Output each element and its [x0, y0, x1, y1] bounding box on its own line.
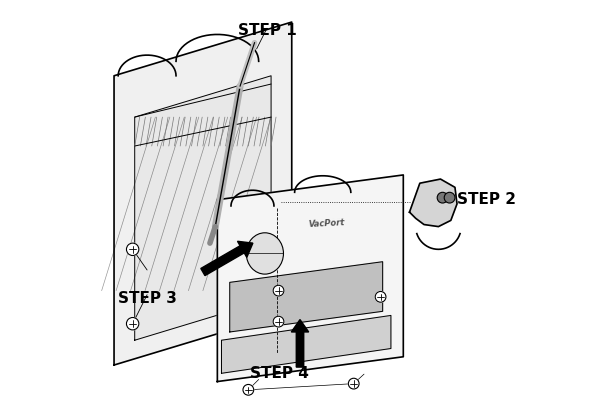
Ellipse shape: [246, 233, 283, 274]
Polygon shape: [230, 262, 383, 332]
Circle shape: [444, 192, 455, 203]
Polygon shape: [221, 315, 391, 373]
Text: STEP 2: STEP 2: [457, 192, 516, 207]
Circle shape: [273, 316, 284, 327]
Circle shape: [243, 384, 254, 395]
Circle shape: [127, 243, 139, 255]
FancyArrow shape: [292, 319, 308, 367]
Circle shape: [273, 285, 284, 296]
FancyArrow shape: [201, 241, 253, 276]
Text: STEP 4: STEP 4: [250, 366, 309, 381]
Circle shape: [437, 192, 448, 203]
Polygon shape: [114, 22, 292, 365]
Polygon shape: [217, 175, 403, 381]
Text: VacPort: VacPort: [308, 218, 346, 229]
Text: STEP 1: STEP 1: [238, 23, 296, 38]
Circle shape: [349, 378, 359, 389]
Circle shape: [375, 292, 386, 302]
Circle shape: [127, 317, 139, 330]
Polygon shape: [410, 179, 457, 227]
Text: STEP 3: STEP 3: [118, 292, 176, 307]
Polygon shape: [135, 76, 271, 340]
